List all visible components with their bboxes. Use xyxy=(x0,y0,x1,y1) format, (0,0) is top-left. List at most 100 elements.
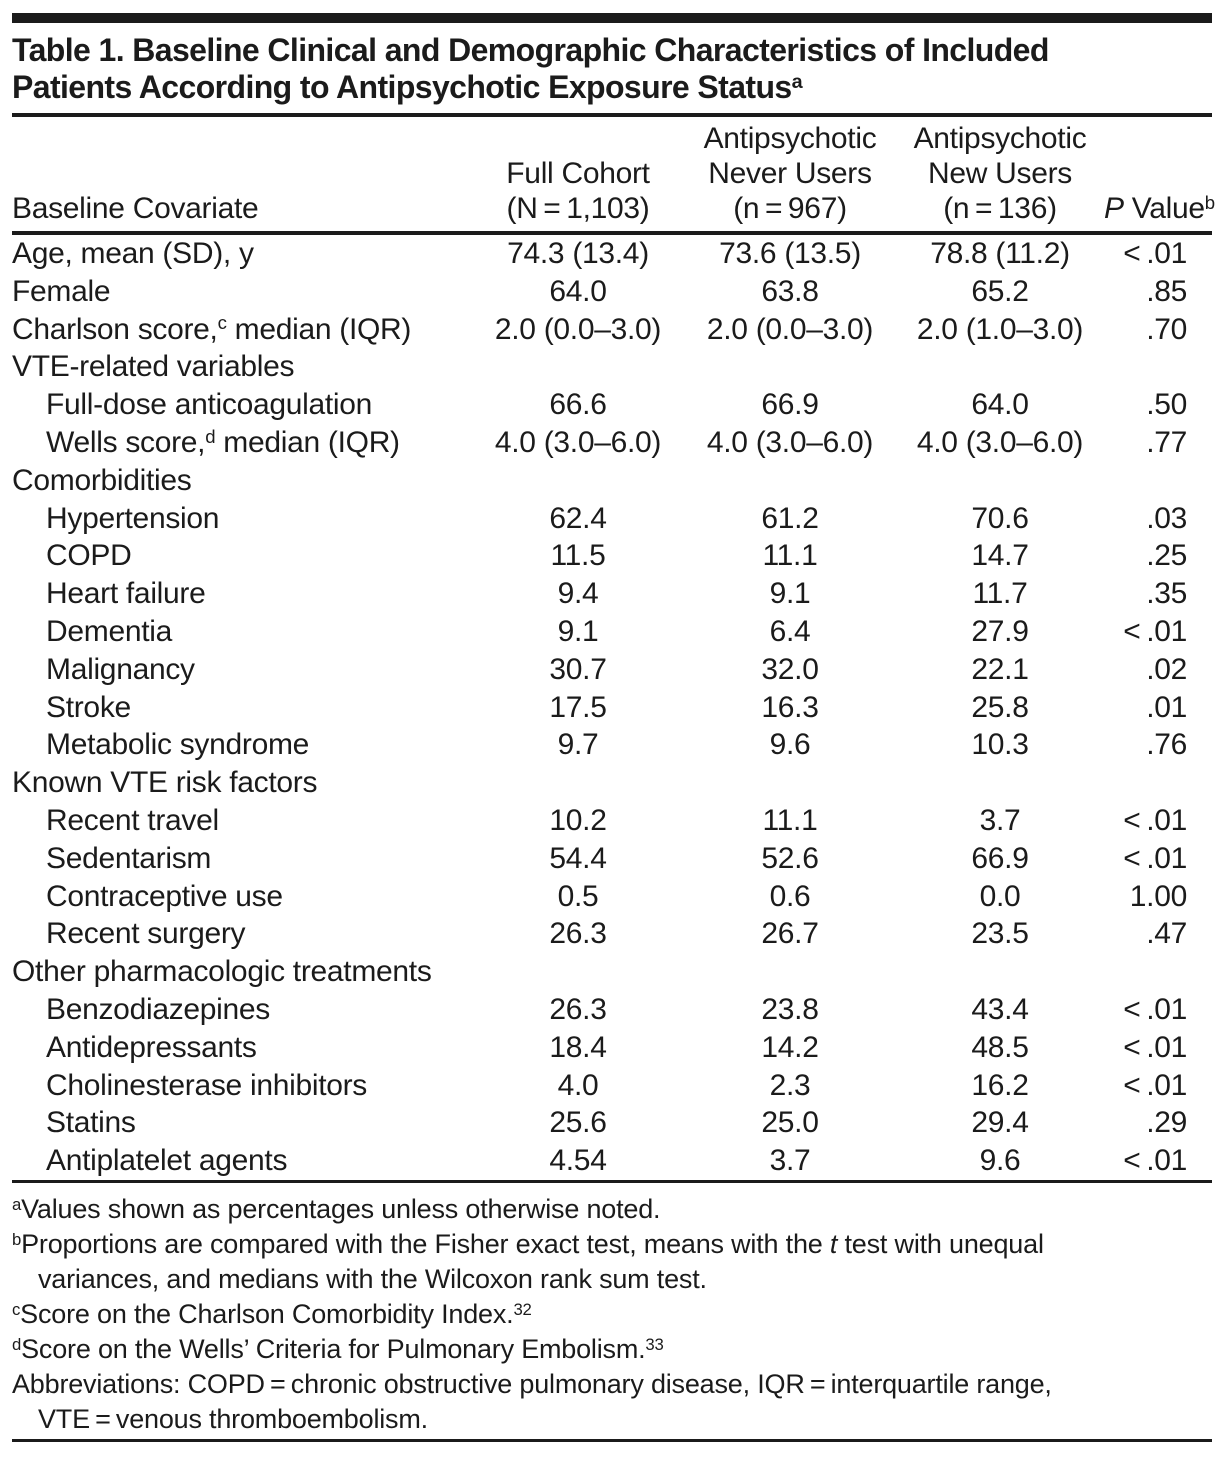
row-label: Statins xyxy=(46,1106,136,1140)
value-cell: 17.5 xyxy=(549,690,607,724)
table-row: Recent surgery 26.3 26.7 23.5 .47 xyxy=(12,915,1212,953)
p-value-cell: .47 xyxy=(1146,917,1187,951)
table-row: Full-dose anticoagulation 66.6 66.9 64.0 .50 xyxy=(12,386,1212,424)
header-full-cohort: Full Cohort (N = 1,103) xyxy=(472,156,684,226)
row-label: Heart failure xyxy=(46,577,206,611)
value-cell: 9.4 xyxy=(557,577,599,611)
p-value-cell xyxy=(1104,953,1212,991)
value-cell xyxy=(896,953,1104,991)
p-value-cell: < .01 xyxy=(1123,1144,1187,1178)
footnote-line: bProportions are compared with the Fishe… xyxy=(12,1228,1044,1259)
header-baseline-covariate: Baseline Covariate xyxy=(12,192,259,225)
header-p-footnote-marker: b xyxy=(1204,191,1215,213)
value-cell: 16.3 xyxy=(761,690,819,724)
row-label: Known VTE risk factors xyxy=(12,766,318,800)
table-row: Wells score,d median (IQR) 4.0 (3.0–6.0) 4… xyxy=(12,424,1212,462)
section-header-row: Comorbidities xyxy=(12,462,1212,500)
table-title-line-2: Patients According to Antipsychotic Expo… xyxy=(12,69,792,105)
row-label: Metabolic syndrome xyxy=(46,728,310,762)
row-footnote-marker: c xyxy=(217,312,227,334)
header-full-cohort-n: (N = 1,103) xyxy=(506,192,650,225)
value-cell: 25.0 xyxy=(761,1106,819,1140)
value-cell: 65.2 xyxy=(971,274,1029,308)
value-cell: 3.7 xyxy=(979,803,1021,837)
value-cell xyxy=(684,953,896,991)
p-value-cell: .70 xyxy=(1146,312,1187,346)
value-cell: 6.4 xyxy=(769,614,811,648)
value-cell: 26.3 xyxy=(549,992,607,1026)
p-value-cell: .50 xyxy=(1146,388,1187,422)
value-cell: 9.6 xyxy=(769,728,811,762)
p-value-cell xyxy=(1104,462,1212,500)
value-cell: 61.2 xyxy=(761,501,819,535)
value-cell: 3.7 xyxy=(769,1144,811,1178)
value-cell xyxy=(472,764,684,802)
p-value-cell: .29 xyxy=(1146,1106,1187,1140)
value-cell xyxy=(472,953,684,991)
value-cell: 4.0 (3.0–6.0) xyxy=(706,425,874,459)
value-cell: 73.6 (13.5) xyxy=(719,237,861,270)
value-cell: 25.6 xyxy=(549,1106,607,1140)
p-value-cell: < .01 xyxy=(1123,992,1187,1026)
p-value-cell: .02 xyxy=(1146,652,1187,686)
value-cell: 11.1 xyxy=(762,803,818,837)
header-p-value: P Valueb xyxy=(1104,191,1217,226)
row-label: Wells score,d median (IQR) xyxy=(46,425,400,459)
value-cell: 70.6 xyxy=(971,501,1029,535)
footnote-italic: t xyxy=(829,1228,838,1259)
table-row: Malignancy 30.7 32.0 22.1 .02 xyxy=(12,651,1212,689)
value-cell: 4.0 (3.0–6.0) xyxy=(916,425,1084,459)
table-row: Antiplatelet agents 4.54 3.7 9.6 < .01 xyxy=(12,1142,1212,1180)
value-cell: 78.8 (11.2) xyxy=(930,237,1070,270)
header-new-users-line-1: Antipsychotic xyxy=(913,122,1087,155)
title-footnote-marker: a xyxy=(791,71,803,94)
value-cell: 11.7 xyxy=(972,577,1028,611)
body-divider-rule xyxy=(12,1179,1212,1183)
row-label: Benzodiazepines xyxy=(46,992,271,1026)
p-value-cell: .76 xyxy=(1146,728,1187,762)
table-row: Charlson score,c median (IQR) 2.0 (0.0–3.… xyxy=(12,311,1212,349)
value-cell: 64.0 xyxy=(549,274,607,308)
value-cell: 9.6 xyxy=(979,1144,1021,1178)
header-divider-rule xyxy=(12,231,1212,235)
footnote-marker: c xyxy=(12,1299,21,1319)
header-never-users-n: (n = 967) xyxy=(733,192,847,225)
value-cell: 74.3 (13.4) xyxy=(507,237,649,270)
value-cell: 9.7 xyxy=(557,728,599,762)
bottom-rule xyxy=(12,1438,1212,1442)
row-label: Charlson score,c median (IQR) xyxy=(12,312,412,346)
value-cell: 66.9 xyxy=(971,841,1029,875)
value-cell xyxy=(896,462,1104,500)
header-never-users: Antipsychotic Never Users (n = 967) xyxy=(684,121,896,226)
row-label: Hypertension xyxy=(46,501,220,535)
section-header-row: Known VTE risk factors xyxy=(12,764,1212,802)
p-value-cell xyxy=(1104,764,1212,802)
footnote-superscript: 32 xyxy=(513,1299,532,1319)
value-cell: 4.54 xyxy=(549,1144,607,1178)
value-cell: 32.0 xyxy=(761,652,819,686)
value-cell: 2.0 (0.0–3.0) xyxy=(494,312,662,346)
footnote-line: cScore on the Charlson Comorbidity Index… xyxy=(12,1298,532,1329)
row-label: Contraceptive use xyxy=(46,879,283,913)
top-rule xyxy=(12,13,1212,23)
value-cell: 18.4 xyxy=(549,1030,607,1064)
title-divider-rule xyxy=(12,113,1212,117)
footnote-line: VTE = venous thromboembolism. xyxy=(38,1403,428,1434)
value-cell xyxy=(472,462,684,500)
p-value-cell: .01 xyxy=(1146,690,1187,724)
value-cell: 10.3 xyxy=(971,728,1029,762)
value-cell: 29.4 xyxy=(971,1106,1029,1140)
value-cell: 54.4 xyxy=(549,841,607,875)
row-label: Antiplatelet agents xyxy=(46,1144,288,1178)
value-cell: 26.3 xyxy=(549,917,607,951)
value-cell: 25.8 xyxy=(971,690,1029,724)
value-cell: 66.9 xyxy=(761,388,819,422)
value-cell: 43.4 xyxy=(971,992,1029,1026)
header-p-rest: Value xyxy=(1123,192,1205,225)
table-row: Hypertension 62.4 61.2 70.6 .03 xyxy=(12,500,1212,538)
row-label: Antidepressants xyxy=(46,1030,257,1064)
footnote-line: variances, and medians with the Wilcoxon… xyxy=(38,1263,707,1294)
value-cell: 23.5 xyxy=(971,917,1029,951)
table-row: Sedentarism 54.4 52.6 66.9 < .01 xyxy=(12,840,1212,878)
